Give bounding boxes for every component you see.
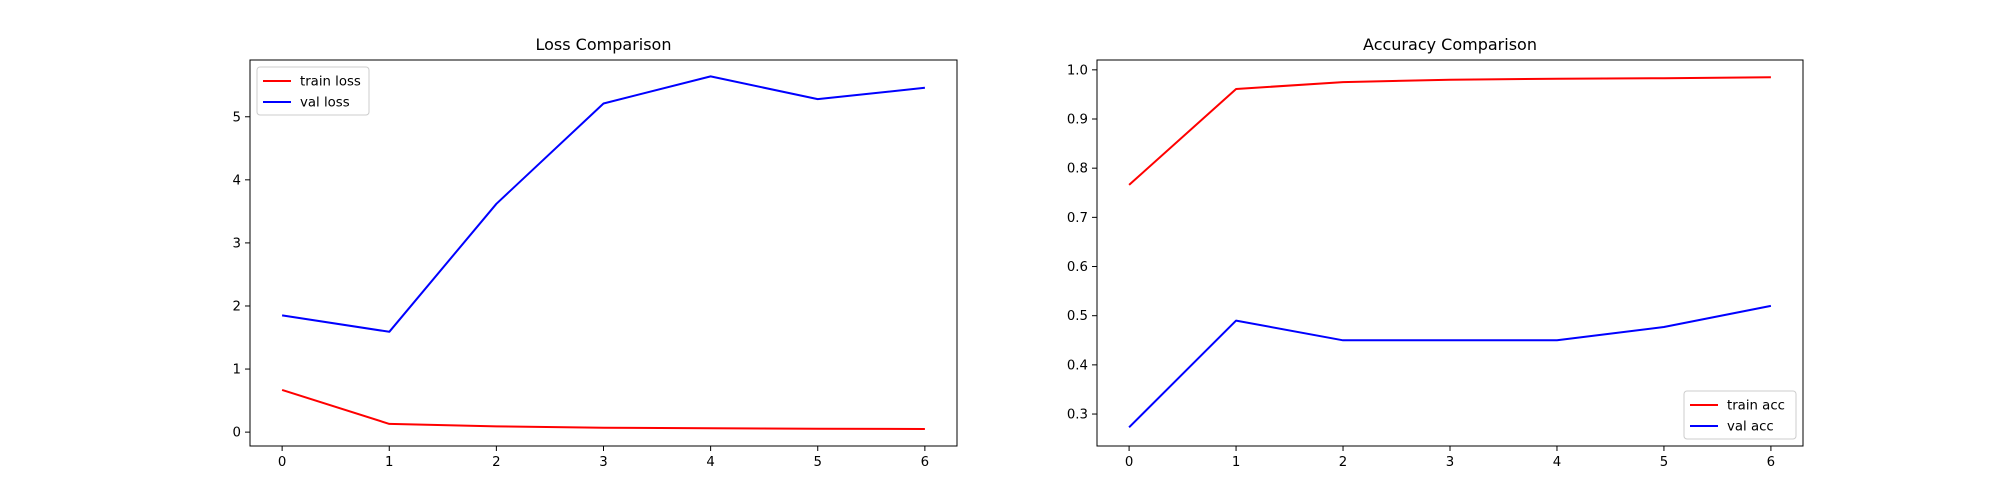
axes-frame [1096, 59, 1804, 447]
x-tick-label: 3 [1446, 455, 1454, 470]
x-tick-label: 6 [1767, 455, 1775, 470]
legend-label: train loss [300, 75, 361, 90]
x-tick-label: 5 [1660, 455, 1668, 470]
x-tick-label: 3 [599, 455, 607, 470]
legend-label: val loss [300, 96, 350, 111]
y-tick-label: 1.0 [1067, 63, 1088, 78]
y-tick-label: 5 [233, 110, 241, 125]
y-tick-label: 3 [233, 236, 241, 251]
y-tick-label: 0.4 [1067, 358, 1088, 373]
x-tick-label: 1 [1232, 455, 1240, 470]
x-tick-label: 4 [706, 455, 714, 470]
y-tick-label: 0.7 [1067, 211, 1088, 226]
axes-frame [249, 59, 958, 447]
x-tick-label: 2 [1339, 455, 1347, 470]
x-tick-label: 0 [278, 455, 286, 470]
y-tick-label: 0.9 [1067, 113, 1088, 128]
legend-label: train acc [1727, 399, 1785, 414]
y-tick-label: 0.5 [1067, 309, 1088, 324]
chart-title: Loss Comparison [536, 35, 672, 54]
y-tick-label: 1 [233, 363, 241, 378]
x-tick-label: 4 [1553, 455, 1561, 470]
legend: train loss val loss [256, 66, 370, 116]
series-line-val-loss [281, 75, 926, 333]
legend: train acc val acc [1683, 390, 1797, 440]
chart-title: Accuracy Comparison [1363, 35, 1537, 54]
y-tick-label: 0.3 [1067, 408, 1088, 423]
chart-panel-2: Accuracy Comparison 0 1 2 3 4 5 6 0.3 0.4 0.5 0.6 0.… [1067, 35, 1804, 470]
x-tick-label: 2 [492, 455, 500, 470]
series-line-train-acc [1128, 76, 1771, 186]
y-tick-label: 0.6 [1067, 260, 1088, 275]
series-line-val-acc [1128, 304, 1772, 429]
y-tick-label: 0.8 [1067, 162, 1088, 177]
y-tick-label: 2 [233, 299, 241, 314]
x-tick-label: 5 [814, 455, 822, 470]
x-tick-label: 0 [1125, 455, 1133, 470]
x-tick-label: 1 [385, 455, 393, 470]
chart-panel-1: Loss Comparison 0 1 2 3 4 5 6 0 1 2 3 4 5 train loss va… [233, 35, 958, 470]
y-tick-label: 4 [233, 173, 241, 188]
y-tick-label: 0 [233, 426, 241, 441]
x-tick-label: 6 [921, 455, 929, 470]
legend-label: val acc [1727, 420, 1774, 435]
series-line-train-loss [281, 388, 925, 430]
